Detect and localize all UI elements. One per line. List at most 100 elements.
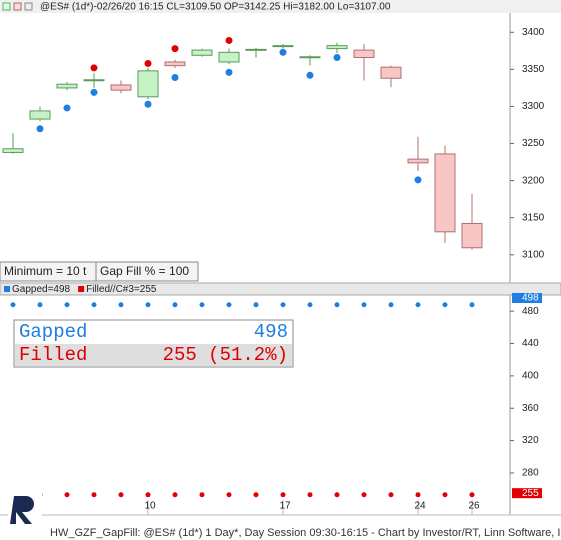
candle-body: [83, 79, 105, 82]
header-text: @ES# (1d*)-02/26/20 16:15 CL=3109.50 OP=…: [40, 2, 391, 13]
param-button[interactable]: [95, 261, 199, 282]
y-tick-label: 360: [522, 403, 539, 414]
dot: [199, 302, 205, 308]
candle-body: [326, 45, 348, 50]
legend-entry: Gapped=498: [12, 284, 71, 295]
y-tick-label: 3300: [522, 101, 545, 112]
x-tick-label: 17: [279, 501, 291, 512]
price-pane: [2, 36, 483, 250]
dot: [199, 492, 205, 498]
gap-dot: [144, 100, 152, 108]
candle-body: [434, 153, 456, 233]
dot: [145, 492, 151, 498]
gap-dot: [333, 54, 341, 62]
gap-dot: [171, 74, 179, 82]
indicator-axis: 280 320 360 400 440 480 498 255 10 17 24 26: [144, 293, 542, 515]
dot: [37, 302, 43, 308]
dot: [307, 302, 313, 308]
stats-label: Filled: [19, 344, 87, 366]
candle-body: [191, 49, 213, 56]
logo-mark: [10, 496, 34, 524]
candle-body: [245, 48, 267, 51]
gap-dot: [90, 64, 98, 72]
dot: [307, 492, 313, 498]
candle-body: [218, 51, 240, 63]
y-tick-label: 3250: [522, 138, 545, 149]
dot: [145, 302, 151, 308]
dot: [10, 302, 16, 308]
y-tick-label: 320: [522, 435, 539, 446]
param-text: Gap Fill % = 100: [100, 264, 189, 278]
dot: [469, 302, 475, 308]
dot: [253, 302, 259, 308]
gap-dot: [36, 125, 44, 133]
y-tick-label: 3400: [522, 27, 545, 38]
value-flag: [512, 293, 542, 303]
price-axis: 3100 3150 3200 3250 3300 3350 3400: [510, 27, 545, 260]
stats-row: [15, 344, 292, 366]
dot: [442, 302, 448, 308]
dot: [442, 492, 448, 498]
dot: [388, 302, 394, 308]
candle-body: [353, 49, 375, 59]
candle-body: [272, 45, 294, 48]
stats-value: 255 (51.2%): [163, 344, 288, 366]
dot: [118, 302, 124, 308]
x-tick-label: 10: [144, 501, 156, 512]
candle-body: [137, 70, 159, 98]
dot: [64, 302, 70, 308]
pane-header: [0, 282, 561, 296]
candle-body: [407, 158, 429, 164]
y-tick-label: 400: [522, 371, 539, 382]
dot: [361, 492, 367, 498]
gap-dot: [225, 68, 233, 76]
param-text: Minimum = 10 t: [4, 264, 87, 278]
gap-dot: [63, 104, 71, 112]
logo: [8, 492, 42, 526]
dot: [334, 302, 340, 308]
value-flag-label: 255: [522, 488, 539, 499]
candle-body: [299, 56, 321, 59]
dot: [91, 492, 97, 498]
stats-value: 498: [254, 321, 288, 343]
candle-body: [2, 148, 24, 153]
value-flag: [512, 488, 542, 499]
dot: [172, 492, 178, 498]
dot: [280, 302, 286, 308]
legend-swatch: [4, 286, 10, 292]
dot: [64, 492, 70, 498]
dot: [172, 302, 178, 308]
dot: [226, 302, 232, 308]
gap-dot: [279, 48, 287, 56]
gap-dot: [90, 88, 98, 96]
dot: [280, 492, 286, 498]
icon: [24, 2, 33, 11]
candle-body: [29, 110, 51, 120]
value-flag-label: 498: [522, 293, 539, 304]
gap-dot: [171, 45, 179, 53]
legend-entry: Filled//C#3=255: [86, 284, 157, 295]
dot: [469, 492, 475, 498]
gap-dot: [225, 36, 233, 44]
dot: [118, 492, 124, 498]
stats-label: Gapped: [19, 321, 87, 343]
legend-swatch: [78, 286, 85, 292]
icon: [13, 2, 22, 11]
x-tick-label: 24: [414, 501, 426, 512]
icon: [2, 2, 11, 11]
dot: [253, 492, 259, 498]
y-tick-label: 3100: [522, 249, 545, 260]
candle-body: [380, 66, 402, 79]
dot: [361, 302, 367, 308]
dot: [91, 302, 97, 308]
gap-dot: [414, 176, 422, 184]
dot: [226, 492, 232, 498]
y-tick-label: 280: [522, 468, 539, 479]
legend: Gapped=498 Filled//C#3=255: [4, 284, 157, 295]
indicator-pane: [10, 302, 475, 498]
footer-text: HW_GZF_GapFill: @ES# (1d*) 1 Day*, Day S…: [50, 527, 561, 539]
candle-body: [164, 61, 186, 67]
dot: [334, 492, 340, 498]
dot: [415, 302, 421, 308]
